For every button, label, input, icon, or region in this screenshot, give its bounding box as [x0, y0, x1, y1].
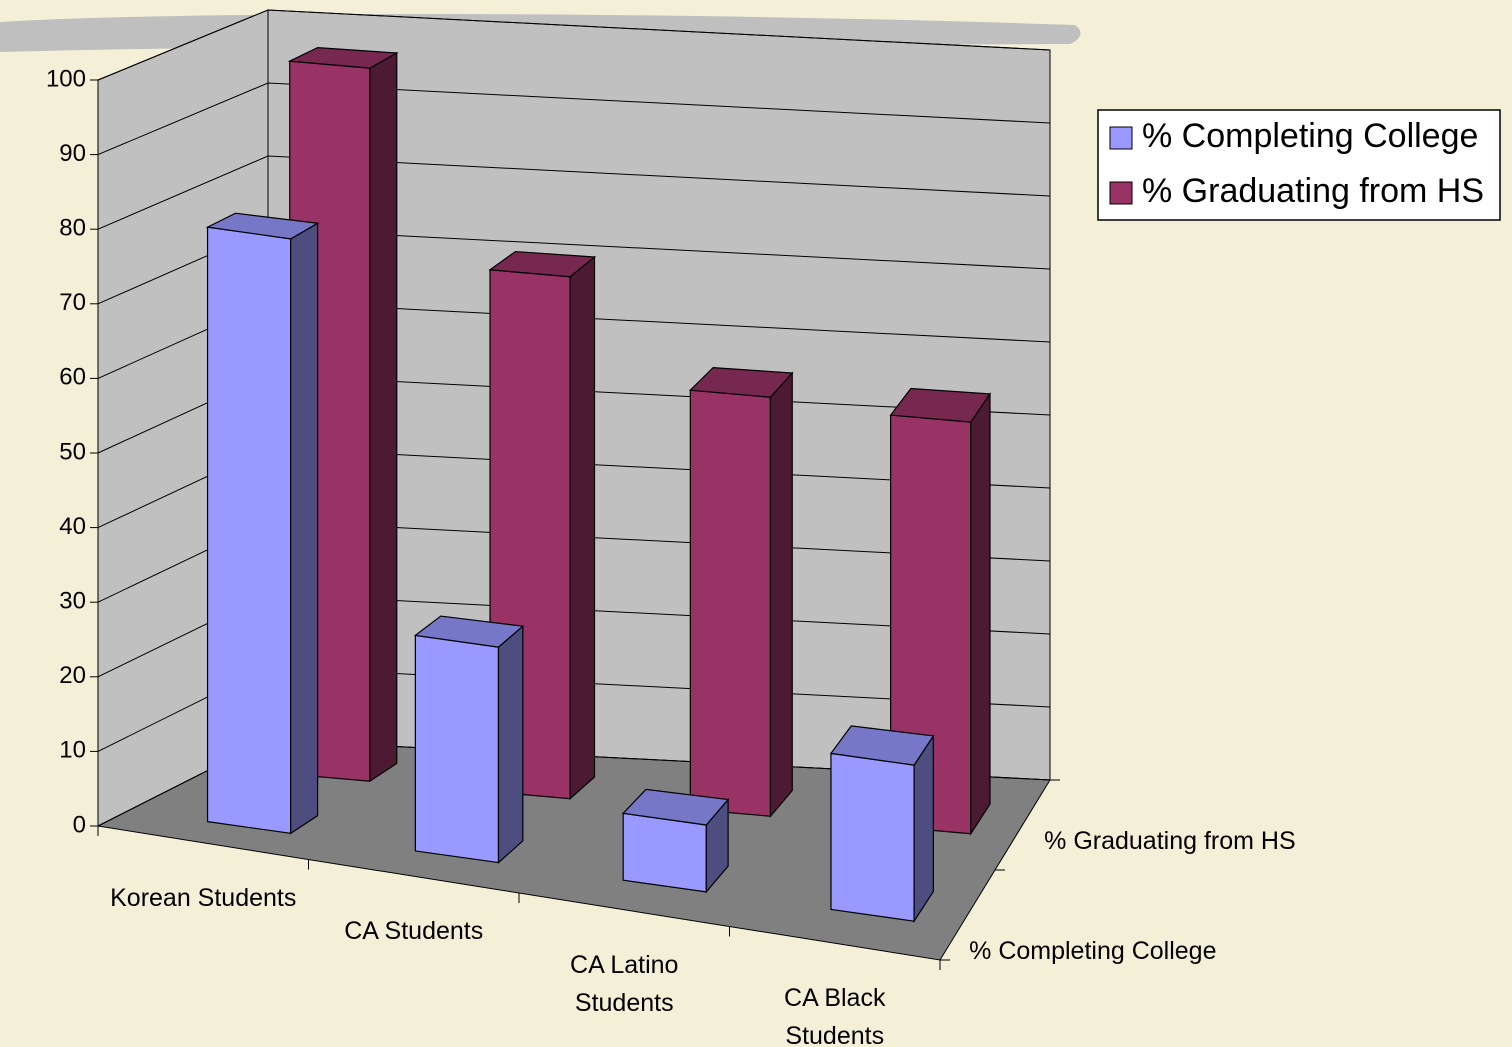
bar-front	[414, 634, 500, 864]
legend-swatch	[1109, 181, 1133, 205]
y-tick-label: 30	[59, 588, 86, 615]
x-label-box: CA Students	[344, 917, 484, 946]
bar	[829, 725, 935, 924]
y-tick-label: 0	[73, 811, 86, 838]
bar-top	[621, 788, 730, 826]
bar-side	[913, 733, 934, 924]
y-tick-label: 70	[59, 289, 86, 316]
x-tick-label: CA Black Students	[784, 984, 886, 1047]
bar-front	[622, 812, 707, 893]
depth-label: % Completing College	[969, 937, 1216, 965]
bar-front	[206, 226, 292, 835]
y-tick-label: 90	[59, 140, 86, 167]
bar-side	[970, 391, 991, 836]
x-tick-label: CA Latino Students	[570, 950, 679, 1017]
bar	[205, 212, 320, 835]
bar	[688, 367, 794, 818]
legend-label: % Completing College	[1142, 117, 1478, 155]
y-tick-label: 50	[59, 438, 86, 465]
legend-box	[1097, 109, 1501, 221]
y-tick-label: 20	[59, 662, 86, 689]
bar-side	[569, 255, 596, 801]
x-label-box: Korean Students	[110, 883, 297, 912]
bar-top	[488, 250, 597, 278]
bar-front	[689, 389, 772, 817]
legend: % Completing College % Graduating from HS	[1097, 109, 1501, 221]
y-tick-label: 80	[59, 215, 86, 242]
x-label-box: CA Latino Students	[570, 950, 679, 1017]
y-tick-label: 100	[46, 65, 86, 92]
x-tick-label: CA Students	[344, 917, 484, 946]
bar-top	[889, 387, 992, 423]
plot: 0 10 20 30 40 50 60 70 80 90 100 % Completing Colle…	[46, 9, 1501, 1047]
y-tick-label: 40	[59, 513, 86, 540]
grid-line	[97, 9, 1051, 81]
bar	[621, 788, 730, 894]
bar-side	[369, 51, 398, 783]
y-tick-label: 10	[59, 737, 86, 764]
bar-front	[830, 752, 915, 922]
bar-top	[688, 367, 794, 398]
grid-line	[97, 82, 1051, 156]
bar-top	[287, 47, 399, 69]
bar-top	[829, 725, 935, 766]
bar-side	[290, 222, 319, 835]
bar	[413, 615, 525, 864]
legend-label: % Graduating from HS	[1142, 172, 1484, 210]
x-tick-label: Korean Students	[110, 883, 297, 912]
bar	[889, 387, 992, 836]
bar-top	[205, 212, 320, 240]
bar-top	[413, 615, 525, 648]
bar-side	[497, 624, 524, 864]
legend-swatch	[1109, 126, 1133, 150]
grid-line	[97, 155, 1051, 230]
x-label-box: CA Black Students	[784, 984, 886, 1047]
y-tick-label: 60	[59, 364, 86, 391]
depth-label: % Graduating from HS	[1044, 827, 1296, 855]
bar-side	[769, 371, 793, 818]
